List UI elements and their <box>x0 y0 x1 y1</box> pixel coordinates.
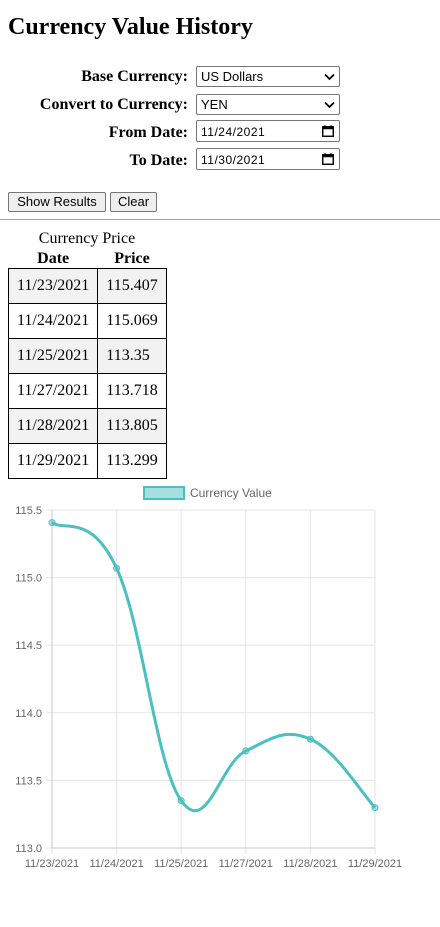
base-currency-label: Base Currency: <box>81 68 188 85</box>
date-cell: 11/28/2021 <box>7 408 99 444</box>
from-date-label: From Date: <box>108 124 188 141</box>
date-cell: 11/25/2021 <box>7 338 99 374</box>
data-point <box>48 519 56 527</box>
legend-swatch <box>143 486 185 500</box>
price-column-header: Price <box>114 250 150 267</box>
y-tick-label: 113.5 <box>15 775 42 787</box>
show-results-button[interactable]: Show Results <box>8 192 106 212</box>
y-tick-label: 113.0 <box>15 843 42 855</box>
clear-button[interactable]: Clear <box>110 192 157 212</box>
to-date-input[interactable]: 11/30/2021 <box>196 148 340 170</box>
table-caption: Currency Price <box>38 230 136 247</box>
base-currency-select[interactable]: US Dollars <box>196 66 340 87</box>
price-table: Date Price 11/23/2021 115.407 11/24/2021… <box>7 249 167 479</box>
divider <box>0 219 440 220</box>
table-row: 11/27/2021 113.718 <box>7 373 167 409</box>
currency-line-chart: 115.5 115.0 114.5 114.0 113.5 113.0 11/23/2021… <box>15 486 402 870</box>
base-currency-value: US Dollars <box>201 69 264 84</box>
price-cell: 113.35 <box>97 338 167 374</box>
price-cell: 115.407 <box>97 268 167 304</box>
table-header-row: Date Price <box>9 249 167 269</box>
price-cell: 113.718 <box>97 373 167 409</box>
convert-currency-label: Convert to Currency: <box>39 96 188 113</box>
date-cell: 11/29/2021 <box>7 443 99 479</box>
calendar-icon[interactable] <box>322 153 334 165</box>
date-column-header: Date <box>37 250 70 267</box>
table-row: 11/23/2021 115.407 <box>7 268 167 304</box>
x-tick-label: 11/28/2021 <box>283 858 337 870</box>
table-row: 11/28/2021 113.805 <box>7 408 167 444</box>
x-tick-label: 11/27/2021 <box>219 858 273 870</box>
from-date-row: From Date: 11/24/2021 <box>0 120 440 143</box>
x-tick-label: 11/29/2021 <box>348 858 402 870</box>
x-tick-label: 11/24/2021 <box>89 858 143 870</box>
price-cell: 113.299 <box>97 443 167 479</box>
data-point <box>306 735 314 743</box>
data-point <box>242 747 250 755</box>
x-tick-label: 11/23/2021 <box>25 858 79 870</box>
calendar-icon[interactable] <box>322 125 334 137</box>
to-date-row: To Date: 11/30/2021 <box>0 148 440 171</box>
from-date-value: 11/24/2021 <box>201 125 266 139</box>
to-date-value: 11/30/2021 <box>201 153 266 167</box>
price-cell: 113.805 <box>97 408 167 444</box>
convert-currency-value: YEN <box>201 97 228 112</box>
base-currency-row: Base Currency: US Dollars <box>0 66 440 87</box>
to-date-label: To Date: <box>129 152 188 169</box>
from-date-input[interactable]: 11/24/2021 <box>196 120 340 142</box>
x-tick-label: 11/25/2021 <box>154 858 208 870</box>
chevron-down-icon <box>324 73 335 81</box>
convert-currency-row: Convert to Currency: YEN <box>0 94 440 115</box>
date-cell: 11/27/2021 <box>7 373 99 409</box>
table-row: 11/25/2021 113.35 <box>7 338 167 374</box>
series-line <box>51 521 377 812</box>
convert-currency-select[interactable]: YEN <box>196 94 340 115</box>
y-tick-label: 115.0 <box>15 573 42 585</box>
date-cell: 11/24/2021 <box>7 303 99 339</box>
data-point <box>177 797 185 805</box>
y-tick-label: 114.0 <box>15 708 42 720</box>
legend-label: Currency Value <box>190 486 272 500</box>
table-row: 11/24/2021 115.069 <box>7 303 167 339</box>
chevron-down-icon <box>324 101 335 109</box>
y-tick-label: 115.5 <box>15 505 42 517</box>
y-tick-label: 114.5 <box>15 640 42 652</box>
table-row: 11/29/2021 113.299 <box>7 443 167 479</box>
price-cell: 115.069 <box>97 303 167 339</box>
page-title: Currency Value History <box>8 14 253 40</box>
data-point <box>371 804 379 812</box>
data-point <box>113 564 121 572</box>
date-cell: 11/23/2021 <box>7 268 99 304</box>
